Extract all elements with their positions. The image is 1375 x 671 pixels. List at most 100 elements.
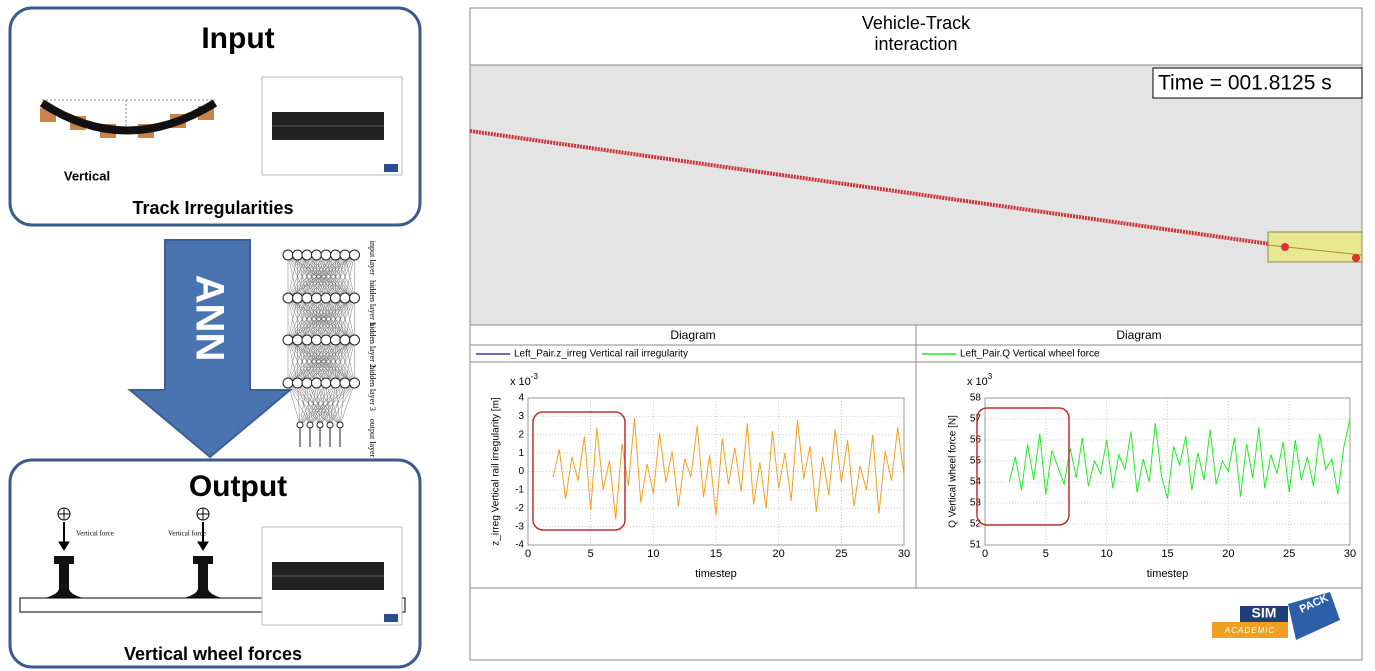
- rail-curve: [39, 99, 218, 135]
- y-tick-label: 55: [970, 456, 982, 467]
- simpack-logo: SIM PACK ACADEMIC: [1212, 592, 1340, 640]
- x-tick-label: 15: [710, 548, 722, 560]
- y-tick-label: 3: [518, 411, 524, 422]
- force-arrows: [57, 507, 210, 551]
- ann-edge: [287, 254, 355, 299]
- y-tick-label: 53: [970, 498, 982, 509]
- ann-node: [326, 421, 334, 429]
- layer-label: input layer: [368, 241, 377, 276]
- output-label: Vertical wheel forces: [124, 644, 302, 664]
- output-title: Output: [189, 470, 287, 503]
- ann-edge: [287, 297, 355, 341]
- ann-edge: [287, 297, 336, 341]
- series-line: [1008, 418, 1351, 499]
- ann-node: [349, 377, 360, 389]
- y-tick-label: 51: [970, 540, 982, 551]
- ann-node: [320, 377, 332, 389]
- ann-node: [292, 249, 303, 261]
- ann-edge: [306, 297, 355, 341]
- ann-edge: [287, 382, 311, 426]
- ann-node: [292, 292, 303, 304]
- sim-title: interaction: [874, 34, 957, 54]
- ann-edge: [316, 382, 331, 426]
- y-tick-label: 58: [970, 393, 982, 404]
- ann-node: [339, 292, 351, 304]
- multiplier-base: x 10: [510, 376, 531, 388]
- ann-edge: [299, 382, 336, 426]
- y-tick-label: 54: [970, 477, 982, 488]
- multiplier-exponent: -3: [531, 372, 539, 381]
- ann-edge: [287, 339, 355, 384]
- logo-text: SIM: [1252, 605, 1277, 621]
- y-tick-label: -3: [515, 521, 524, 532]
- y-multiplier: x 10-3: [510, 372, 538, 388]
- ann-edge: [287, 254, 308, 299]
- x-tick-label: 0: [525, 548, 531, 560]
- ann-edge: [297, 382, 321, 426]
- time-label: Time = 001.8125 s: [1158, 72, 1332, 95]
- x-tick-label: 10: [1101, 548, 1113, 560]
- ann-node: [316, 421, 324, 429]
- ann-edge: [316, 254, 355, 299]
- ann-edge: [297, 382, 341, 426]
- ann-edge: [287, 297, 346, 341]
- y-multiplier: x 103: [967, 372, 993, 388]
- ann-edge: [287, 339, 346, 384]
- plot-frame: [984, 397, 1351, 546]
- ann-node: [349, 249, 360, 261]
- ann-edge: [319, 382, 355, 426]
- thumbnail: [261, 526, 403, 626]
- x-tick-label: 5: [1043, 548, 1049, 560]
- track: [469, 129, 1363, 259]
- ann-edge: [287, 254, 327, 299]
- legend-label: Left_Pair.z_irreg Vertical rail irregula…: [514, 349, 688, 360]
- ann-edge: [287, 254, 346, 299]
- input-caption: Vertical: [64, 168, 110, 183]
- ann-node: [282, 377, 294, 389]
- x-tick-label: 30: [898, 548, 910, 560]
- ann-edge: [319, 382, 327, 426]
- ann-edge: [299, 382, 327, 426]
- ann-edge: [309, 382, 317, 426]
- ann-node: [336, 421, 344, 429]
- ann-edge: [299, 382, 346, 426]
- ann-node: [320, 249, 332, 261]
- ann-node: [311, 334, 322, 346]
- x-axis-label: timestep: [695, 568, 737, 580]
- ann-node: [339, 249, 351, 261]
- x-tick-label: 20: [1222, 548, 1234, 560]
- ann-edge: [306, 382, 341, 426]
- layer-label: hidden layer 3: [368, 365, 377, 411]
- ann-node: [306, 421, 314, 429]
- ann-edge: [287, 382, 321, 426]
- x-tick-label: 5: [588, 548, 594, 560]
- diagram-title: Diagram: [670, 328, 715, 342]
- highlight-box: [532, 411, 626, 531]
- arrow-label: ANN: [187, 275, 231, 362]
- ann-edge: [299, 382, 308, 426]
- vehicle: [1267, 231, 1363, 263]
- ann-edge: [325, 254, 355, 299]
- x-tick-label: 15: [1161, 548, 1173, 560]
- ann-edge: [325, 297, 355, 341]
- ann-node: [320, 292, 332, 304]
- ann-edge: [297, 339, 355, 384]
- ann-edge: [306, 382, 331, 426]
- ann-edge: [287, 339, 317, 384]
- ann-edge: [344, 339, 355, 384]
- ann-node: [292, 334, 303, 346]
- ann-edge: [287, 382, 301, 426]
- ann-node: [282, 292, 294, 304]
- series-line: [552, 418, 905, 520]
- y-tick-label: 1: [518, 448, 524, 459]
- y-axis-label: z_irreg Vertical rail irregularity [m]: [491, 397, 502, 546]
- ann-edge: [325, 382, 331, 426]
- ann-node: [282, 334, 294, 346]
- diagram-panel: [915, 324, 1363, 589]
- thumbnail: [261, 76, 403, 176]
- layer-label: hidden layer 2: [368, 322, 377, 368]
- ann-edge: [316, 297, 355, 341]
- ann-edge: [287, 254, 336, 299]
